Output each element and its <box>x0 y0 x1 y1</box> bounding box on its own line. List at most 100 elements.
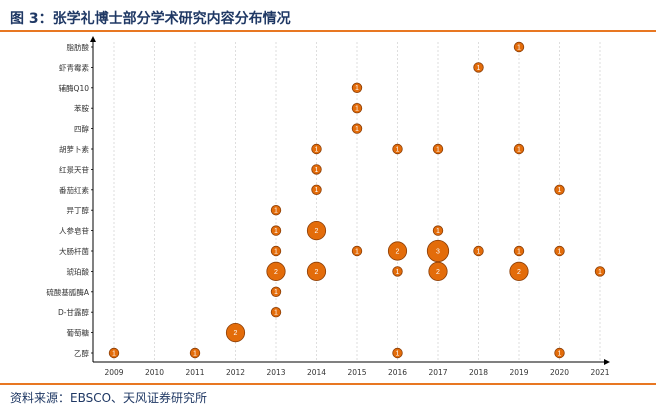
bubble-point <box>306 221 327 241</box>
y-tick-label: 琥珀酸 <box>67 266 90 276</box>
x-tick-label: 2016 <box>388 368 407 377</box>
bubble-point <box>311 143 322 155</box>
x-tick-label: 2015 <box>347 368 366 377</box>
x-tick-label: 2021 <box>590 368 609 377</box>
bubble-point <box>426 239 450 263</box>
bubble-point <box>270 204 282 216</box>
bubble-count-label: 2 <box>436 269 440 276</box>
y-tick-label: 脂肪酸 <box>67 42 90 52</box>
bubble-count-label: 1 <box>355 85 359 92</box>
x-tick-label: 2009 <box>104 368 123 377</box>
bubble-count-label: 1 <box>315 167 319 174</box>
bubble-point <box>387 241 408 261</box>
bubble-count-label: 2 <box>274 269 278 276</box>
bubble-count-label: 1 <box>274 248 278 255</box>
bubble-count-label: 1 <box>517 44 521 51</box>
y-tick-label: D-甘露醇 <box>58 307 89 317</box>
bubble-count-label: 2 <box>315 269 319 276</box>
y-tick-label: 葡萄糖 <box>67 328 90 338</box>
bubbles: 1 1 1 1 1 1 1 1 1 1 1 1 1 1 2 1 1 1 2 3 1 1 1 2 2 1 2 2 1 1 1 2 1 1 1 1 <box>108 41 606 359</box>
bubble-point <box>351 82 363 94</box>
chart-axes <box>90 36 610 365</box>
bubble-point <box>554 347 565 359</box>
x-tick-label: 2010 <box>145 368 164 377</box>
bubble-point <box>554 245 565 257</box>
bubble-point <box>189 347 201 359</box>
bubble-point <box>432 225 444 236</box>
y-tick-label: 番茄红素 <box>59 185 89 195</box>
bubble-count-label: 1 <box>396 350 400 357</box>
x-axis-arrow <box>604 359 610 365</box>
y-tick-label: 硫酸基胍酶A <box>46 287 89 297</box>
x-tick-label: 2018 <box>469 368 488 377</box>
bubble-count-label: 1 <box>274 208 278 215</box>
bubble-count-label: 1 <box>436 146 440 153</box>
bubble-count-label: 1 <box>355 126 359 133</box>
bubble-count-label: 2 <box>315 228 319 235</box>
bubble-point <box>473 245 484 257</box>
bubble-point <box>509 261 529 281</box>
bubble-count-label: 2 <box>396 248 400 255</box>
bubble-point <box>554 184 565 196</box>
bubble-count-label: 1 <box>355 106 359 113</box>
bubble-point <box>306 261 327 281</box>
x-tick-label: 2020 <box>550 368 569 377</box>
y-tick-label: 胡萝卜素 <box>59 144 89 154</box>
bubble-point <box>513 41 525 53</box>
y-tick-label: 大肠杆菌 <box>59 246 89 256</box>
bubble-point <box>270 286 282 298</box>
bubble-point <box>108 347 120 359</box>
y-tick-label: 苯胺 <box>74 103 89 113</box>
bubble-count-label: 1 <box>274 310 278 317</box>
bubble-count-label: 1 <box>274 289 278 296</box>
bubble-count-label: 1 <box>355 248 359 255</box>
bubble-count-label: 2 <box>517 269 521 276</box>
bubble-count-label: 1 <box>193 350 197 357</box>
bubble-point <box>351 102 363 114</box>
bubble-point <box>594 266 606 277</box>
bubble-point <box>266 261 286 281</box>
y-tick-label: 人参皂苷 <box>59 226 89 236</box>
grid-lines <box>113 42 601 362</box>
bubble-point <box>513 245 525 257</box>
y-tick-label: 虾青霉素 <box>59 62 89 72</box>
bubble-point <box>311 184 322 196</box>
bubble-point <box>392 266 403 277</box>
bubble-point <box>513 143 525 155</box>
bubble-point <box>351 245 363 257</box>
bubble-count-label: 1 <box>558 350 562 357</box>
x-tick-label: 2019 <box>509 368 528 377</box>
x-tick-label: 2011 <box>185 368 204 377</box>
bubble-count-label: 1 <box>477 248 481 255</box>
bubble-count-label: 1 <box>477 65 481 72</box>
bubble-point <box>270 245 282 257</box>
bubble-point <box>392 143 403 155</box>
bubble-count-label: 1 <box>436 228 440 235</box>
bubble-count-label: 3 <box>436 248 440 255</box>
bubble-count-label: 1 <box>558 248 562 255</box>
y-tick-label: 辅酶Q10 <box>59 83 90 93</box>
bubble-point <box>270 225 282 236</box>
x-tick-label: 2012 <box>226 368 245 377</box>
bubble-count-label: 1 <box>396 146 400 153</box>
bubble-point <box>311 164 322 175</box>
bubble-count-label: 2 <box>234 330 238 337</box>
y-tick-label: 四醇 <box>74 124 89 134</box>
bubble-point <box>473 62 484 73</box>
source-note: 资料来源：EBSCO、天风证券研究所 <box>10 391 208 405</box>
bubble-count-label: 1 <box>558 187 562 194</box>
bubble-count-label: 1 <box>315 187 319 194</box>
y-tick-label: 乙醇 <box>74 348 89 358</box>
x-tick-label: 2013 <box>266 368 285 377</box>
bubble-count-label: 1 <box>396 269 400 276</box>
bubble-count-label: 1 <box>315 146 319 153</box>
bubble-count-label: 1 <box>274 228 278 235</box>
x-tick-label: 2014 <box>307 368 326 377</box>
bubble-count-label: 1 <box>598 269 602 276</box>
bubble-point <box>392 347 403 359</box>
figure-title: 图 3：张学礼博士部分学术研究内容分布情况 <box>10 11 291 27</box>
bubble-point <box>428 261 448 281</box>
bubble-point <box>270 307 282 318</box>
